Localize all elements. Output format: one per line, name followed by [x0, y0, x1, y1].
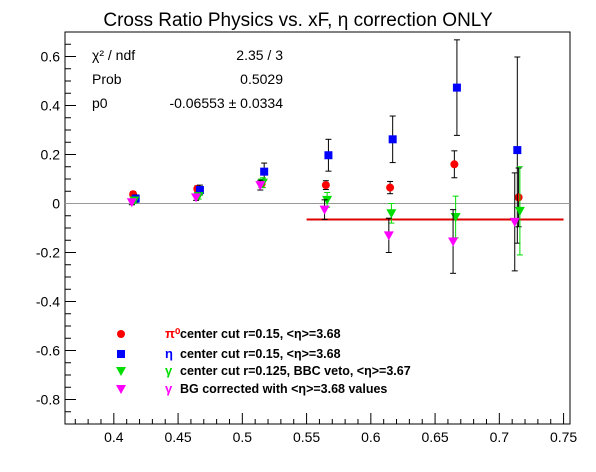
legend-marker: [117, 350, 125, 358]
stats-label-chi2: χ² / ndf: [92, 47, 135, 63]
legend-label: center cut r=0.15, <η>=3.68: [180, 327, 341, 341]
legend-label: center cut r=0.15, <η>=3.68: [180, 347, 341, 361]
data-point: [324, 151, 333, 160]
data-point: [195, 186, 204, 195]
data-series: [126, 39, 525, 274]
data-point: [255, 181, 266, 191]
data-point: [126, 198, 137, 208]
y-axis: -0.8 -0.6 -0.4 -0.2 0 0.2 0.4 0.6: [36, 31, 76, 425]
y-tick-label: 0: [52, 196, 60, 212]
data-point: [450, 160, 459, 169]
series-1: [131, 39, 522, 244]
stats-value-prob: 0.5029: [240, 71, 283, 87]
x-tick-label: 0.6: [361, 429, 381, 445]
legend-label: center cut r=0.125, BBC veto, <η>=3.67: [180, 364, 411, 378]
y-tick-label: -0.6: [36, 343, 60, 359]
stats-value-p0: -0.06553 ± 0.0334: [169, 95, 283, 111]
legend-symbol: π⁰: [165, 326, 181, 341]
x-axis: 0.4 0.45 0.5 0.55 0.6 0.65 0.7 0.75: [74, 413, 577, 445]
data-point: [383, 231, 394, 241]
chart-title: Cross Ratio Physics vs. xF, η correction…: [103, 10, 493, 31]
y-tick-label: 0.6: [41, 49, 61, 65]
y-tick-label: -0.8: [36, 392, 60, 408]
x-tick-label: 0.75: [550, 429, 577, 445]
legend-symbol: γ: [165, 381, 173, 396]
data-point: [448, 237, 459, 247]
series-3: [126, 172, 520, 274]
x-tick-label: 0.4: [104, 429, 124, 445]
data-point: [386, 209, 397, 219]
data-point: [191, 193, 202, 203]
stats-label-p0: p0: [92, 95, 108, 111]
data-point: [513, 146, 522, 155]
x-tick-label: 0.45: [164, 429, 191, 445]
data-point: [450, 212, 461, 222]
data-point: [319, 205, 330, 215]
legend-symbol: η: [165, 346, 173, 361]
data-point: [321, 181, 330, 190]
legend-symbol: γ: [165, 363, 173, 378]
legend-label: BG corrected with <η>=3.68 values: [180, 382, 387, 396]
series-0: [129, 150, 523, 228]
x-tick-label: 0.55: [293, 429, 320, 445]
y-tick-label: 0.2: [41, 147, 61, 163]
data-point: [388, 135, 397, 144]
data-point: [386, 183, 395, 192]
y-tick-label: 0.4: [41, 98, 61, 114]
stats-box: χ² / ndf 2.35 / 3 Prob 0.5029 p0 -0.0655…: [92, 47, 283, 111]
data-point: [452, 83, 461, 92]
legend-marker: [117, 330, 125, 338]
x-tick-label: 0.7: [490, 429, 510, 445]
stats-label-prob: Prob: [92, 71, 122, 87]
x-tick-label: 0.65: [421, 429, 448, 445]
series-2: [129, 166, 525, 256]
x-tick-label: 0.5: [233, 429, 253, 445]
legend-marker: [116, 367, 126, 376]
data-point: [514, 193, 523, 202]
legend-marker: [116, 385, 126, 394]
legend: π⁰ center cut r=0.15, <η>=3.68η center cut…: [116, 326, 411, 396]
data-point: [260, 167, 269, 176]
y-tick-label: -0.4: [36, 294, 60, 310]
data-point: [514, 206, 525, 216]
y-tick-label: -0.2: [36, 245, 60, 261]
data-point: [509, 217, 520, 227]
stats-value-chi2: 2.35 / 3: [236, 47, 283, 63]
